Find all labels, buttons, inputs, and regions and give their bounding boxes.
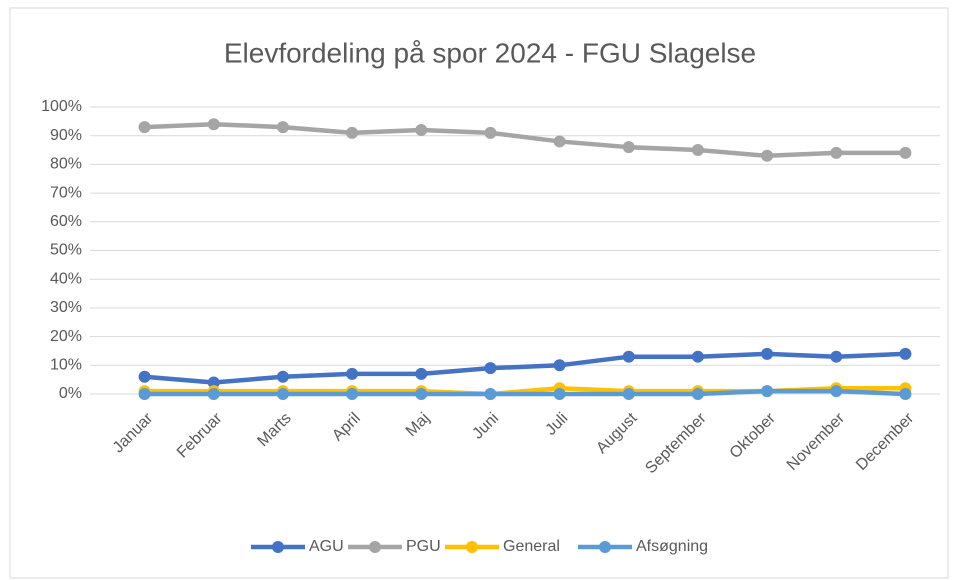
data-point — [415, 123, 428, 136]
data-point — [276, 388, 289, 400]
data-point — [484, 362, 497, 375]
y-tick-label: 100% — [41, 98, 82, 115]
data-point — [207, 118, 220, 131]
data-point — [622, 350, 635, 363]
data-point — [346, 388, 359, 400]
chart-border — [9, 7, 949, 579]
data-point — [691, 350, 704, 363]
legend-label: General — [503, 538, 560, 555]
data-point — [553, 388, 566, 400]
data-point — [415, 367, 428, 380]
y-tick-label: 40% — [50, 270, 82, 287]
y-tick-label: 0% — [59, 385, 82, 402]
data-point — [207, 376, 220, 389]
y-tick-label: 50% — [50, 242, 82, 259]
data-point — [346, 367, 359, 380]
data-point — [691, 388, 704, 400]
data-point — [207, 388, 220, 400]
series-line — [144, 351, 906, 385]
data-point — [484, 126, 497, 139]
data-point — [138, 370, 151, 383]
data-point — [138, 388, 151, 400]
series-line — [144, 388, 906, 397]
data-point — [761, 385, 774, 398]
y-tick-label: 20% — [50, 328, 82, 345]
data-point — [276, 121, 289, 134]
data-point — [553, 359, 566, 372]
data-point — [899, 388, 912, 400]
data-point — [830, 146, 843, 159]
y-tick-label: 90% — [50, 127, 82, 144]
legend-marker — [272, 541, 284, 553]
data-point — [553, 135, 566, 148]
data-point — [830, 350, 843, 363]
chart-title: Elevfordeling på spor 2024 - FGU Slagels… — [224, 37, 756, 68]
data-point — [484, 388, 497, 400]
data-point — [899, 146, 912, 159]
data-point — [622, 141, 635, 154]
legend-label: Afsøgning — [636, 538, 708, 555]
data-point — [830, 385, 843, 398]
data-point — [415, 388, 428, 400]
legend-marker — [369, 541, 381, 553]
legend-marker — [466, 541, 478, 553]
legend-label: PGU — [406, 538, 441, 555]
data-point — [346, 126, 359, 139]
data-point — [622, 388, 635, 400]
legend-marker — [599, 541, 611, 553]
data-point — [276, 370, 289, 383]
y-tick-label: 60% — [50, 213, 82, 230]
y-tick-label: 70% — [50, 184, 82, 201]
legend-label: AGU — [309, 538, 344, 555]
y-tick-label: 30% — [50, 299, 82, 316]
data-point — [761, 149, 774, 162]
data-point — [761, 347, 774, 360]
y-tick-label: 10% — [50, 357, 82, 374]
data-point — [138, 121, 151, 134]
y-tick-label: 80% — [50, 156, 82, 173]
series-line — [144, 121, 906, 159]
data-point — [899, 347, 912, 360]
data-point — [691, 144, 704, 157]
